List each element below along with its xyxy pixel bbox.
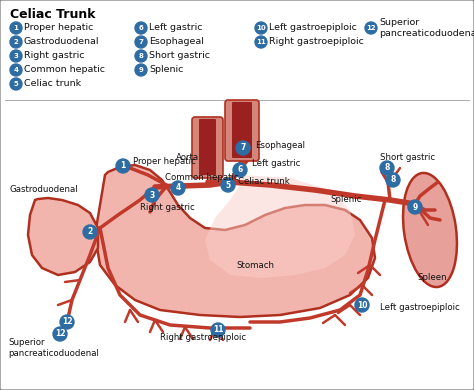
- Circle shape: [116, 159, 130, 173]
- Text: Common hepatic: Common hepatic: [24, 66, 105, 74]
- Text: 2: 2: [87, 227, 92, 236]
- Circle shape: [60, 315, 74, 329]
- Text: Esophageal: Esophageal: [149, 37, 204, 46]
- Text: Proper hepatic: Proper hepatic: [24, 23, 93, 32]
- Circle shape: [83, 225, 97, 239]
- Text: Right gastroepiploic: Right gastroepiploic: [160, 333, 246, 342]
- Text: Left gastroepiploic: Left gastroepiploic: [380, 303, 460, 312]
- Text: 8: 8: [384, 163, 390, 172]
- Text: 4: 4: [175, 184, 181, 193]
- Text: Gastroduodenal: Gastroduodenal: [24, 37, 100, 46]
- FancyBboxPatch shape: [192, 117, 223, 178]
- Circle shape: [135, 36, 147, 48]
- Circle shape: [10, 50, 22, 62]
- Text: 7: 7: [240, 144, 246, 152]
- Circle shape: [10, 64, 22, 76]
- Circle shape: [10, 36, 22, 48]
- Circle shape: [236, 141, 250, 155]
- Text: Spleen: Spleen: [417, 273, 447, 282]
- Text: Right gastric: Right gastric: [140, 204, 195, 213]
- Polygon shape: [28, 198, 98, 275]
- Text: Superior
pancreaticoduodenal: Superior pancreaticoduodenal: [8, 338, 99, 358]
- Polygon shape: [95, 165, 375, 317]
- Text: Proper hepatic: Proper hepatic: [133, 158, 196, 167]
- Circle shape: [135, 64, 147, 76]
- FancyBboxPatch shape: [199, 119, 216, 175]
- Circle shape: [233, 163, 247, 177]
- Ellipse shape: [403, 173, 457, 287]
- Circle shape: [255, 22, 267, 34]
- Circle shape: [135, 22, 147, 34]
- Text: Short gastric: Short gastric: [149, 51, 210, 60]
- Text: Left gastric: Left gastric: [149, 23, 202, 32]
- Circle shape: [53, 327, 67, 341]
- Text: Left gastroepiploic: Left gastroepiploic: [269, 23, 357, 32]
- FancyBboxPatch shape: [232, 102, 252, 158]
- Circle shape: [221, 178, 235, 192]
- Circle shape: [135, 50, 147, 62]
- FancyBboxPatch shape: [225, 100, 259, 161]
- Text: 1: 1: [120, 161, 126, 170]
- Text: Celiac Trunk: Celiac Trunk: [10, 8, 95, 21]
- Text: 1: 1: [14, 25, 18, 31]
- Text: 12: 12: [366, 25, 376, 31]
- Text: Gastroduodenal: Gastroduodenal: [10, 186, 79, 195]
- Text: 8: 8: [390, 176, 396, 184]
- Text: Celiac trunk: Celiac trunk: [24, 80, 81, 89]
- Text: Splenic: Splenic: [149, 66, 183, 74]
- Text: 10: 10: [357, 301, 367, 310]
- Text: 9: 9: [412, 202, 418, 211]
- Text: Aorta: Aorta: [176, 154, 200, 163]
- Text: 6: 6: [237, 165, 243, 174]
- Text: 10: 10: [256, 25, 266, 31]
- Text: Right gastric: Right gastric: [24, 51, 84, 60]
- Text: 5: 5: [14, 81, 18, 87]
- Circle shape: [145, 188, 159, 202]
- Text: 11: 11: [256, 39, 266, 45]
- Text: Short gastric: Short gastric: [380, 154, 435, 163]
- Polygon shape: [205, 175, 355, 278]
- Circle shape: [365, 22, 377, 34]
- Text: Right gastroepiploic: Right gastroepiploic: [269, 37, 364, 46]
- Text: 9: 9: [138, 67, 144, 73]
- Text: Common hepatic: Common hepatic: [165, 174, 238, 183]
- Circle shape: [408, 200, 422, 214]
- Text: 4: 4: [13, 67, 18, 73]
- Circle shape: [211, 323, 225, 337]
- Text: 8: 8: [138, 53, 144, 59]
- Text: 3: 3: [14, 53, 18, 59]
- Circle shape: [255, 36, 267, 48]
- Text: 7: 7: [138, 39, 144, 45]
- Text: Splenic: Splenic: [330, 195, 361, 204]
- Circle shape: [380, 161, 394, 175]
- Circle shape: [171, 181, 185, 195]
- Text: 3: 3: [149, 190, 155, 200]
- Text: Celiac trunk: Celiac trunk: [238, 177, 290, 186]
- Text: 6: 6: [138, 25, 143, 31]
- Text: Superior
pancreaticoduodenal: Superior pancreaticoduodenal: [379, 18, 474, 37]
- Text: 2: 2: [14, 39, 18, 45]
- Text: 12: 12: [62, 317, 72, 326]
- Text: Stomach: Stomach: [236, 261, 274, 269]
- Text: 5: 5: [226, 181, 230, 190]
- Circle shape: [355, 298, 369, 312]
- Circle shape: [10, 22, 22, 34]
- Text: 12: 12: [55, 330, 65, 339]
- Circle shape: [10, 78, 22, 90]
- Text: Left gastric: Left gastric: [252, 158, 301, 167]
- Circle shape: [386, 173, 400, 187]
- Text: 11: 11: [213, 326, 223, 335]
- Text: Esophageal: Esophageal: [255, 140, 305, 149]
